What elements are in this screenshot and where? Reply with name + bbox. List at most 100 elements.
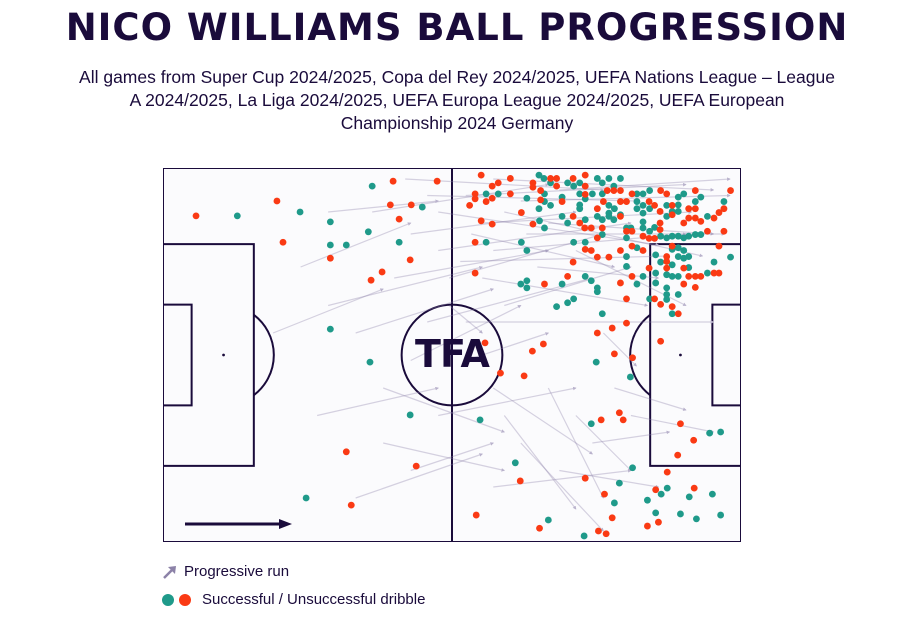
unsuccessful-dribble-dot <box>587 224 595 232</box>
progressive-run-arrow <box>493 462 635 488</box>
attack-direction-arrow <box>185 519 292 529</box>
unsuccessful-dribble-dot <box>668 211 676 219</box>
successful-dribble-dot <box>623 253 630 260</box>
unsuccessful-dribble-dot <box>617 187 624 194</box>
unsuccessful-dribble-dot <box>581 245 589 253</box>
successful-dribble-dot <box>570 238 578 246</box>
successful-dribble-dot <box>646 205 654 213</box>
successful-dribble-dot <box>674 193 682 201</box>
successful-dribble-dot <box>366 358 374 366</box>
unsuccessful-dribble-dot <box>529 220 537 228</box>
unsuccessful-dribble-dot <box>674 451 682 459</box>
unsuccessful-dribble-dot <box>598 224 606 232</box>
successful-dribble-dot <box>674 272 682 280</box>
progressive-run-arrow <box>592 424 674 443</box>
unsuccessful-dribble-dot <box>697 217 705 225</box>
unsuccessful-dribble-dot <box>639 232 647 240</box>
successful-dribble-dot <box>558 280 566 288</box>
successful-dribble-dot <box>570 182 578 190</box>
successful-dribble-dot <box>674 291 682 298</box>
successful-dribble-dot <box>581 272 589 280</box>
unsuccessful-dribble-dot <box>656 208 664 215</box>
unsuccessful-dribble-dot <box>727 187 734 194</box>
progressive-run-arrow <box>411 438 498 471</box>
unsuccessful-dribble-dot <box>406 256 414 264</box>
progressive-run-arrow <box>449 306 486 336</box>
successful-dribble-dot <box>617 175 624 182</box>
successful-dribble-dot <box>663 201 671 209</box>
successful-dribble-dot <box>697 193 705 201</box>
successful-dribble-dot <box>680 190 688 198</box>
successful-dribble-dot <box>663 484 671 492</box>
unsuccessful-dribble-dot <box>471 269 479 277</box>
successful-dribble-dot <box>598 216 606 224</box>
unsuccessful-dribble-dot <box>412 462 420 470</box>
successful-dribble-dot <box>511 459 519 467</box>
unsuccessful-dribble-dot <box>595 527 602 535</box>
successful-dribble-dot <box>652 269 660 277</box>
unsuccessful-dribble-dot <box>657 300 665 308</box>
unsuccessful-dribble-dot <box>691 187 699 194</box>
legend-progressive-run: Progressive run <box>162 563 289 580</box>
successful-dribble-dot <box>605 212 613 220</box>
unsuccessful-dribble-dot <box>488 220 496 228</box>
unsuccessful-dribble-dot <box>652 486 660 494</box>
unsuccessful-dribble-dot <box>645 234 653 242</box>
football-pitch <box>163 168 741 542</box>
successful-dribble-dot <box>704 212 711 220</box>
successful-dribble-dot <box>547 201 554 209</box>
unsuccessful-dribble-dot <box>691 214 699 222</box>
unsuccessful-dribble-dot <box>617 279 624 287</box>
unsuccessful-dribble-dot <box>558 198 566 205</box>
successful-dribble-dot <box>598 231 606 238</box>
unsuccessful-dribble-dot <box>477 171 485 179</box>
unsuccessful-dribble-dot <box>569 175 577 182</box>
unsuccessful-dribble-dot <box>656 226 664 234</box>
successful-dribble-dot <box>646 295 654 303</box>
progressive-run-arrow <box>301 219 415 267</box>
unsuccessful-dribble-dot <box>617 212 624 220</box>
unsuccessful-dribble-dot <box>599 198 607 205</box>
unsuccessful-dribble-dot <box>587 247 595 254</box>
progressive-run-arrow <box>273 285 387 333</box>
unsuccessful-dribble-dot <box>628 272 636 280</box>
unsuccessful-dribble-dot <box>663 258 671 265</box>
unsuccessful-dribble-dot <box>395 215 403 223</box>
unsuccessful-dribble-dot <box>690 484 698 492</box>
unsuccessful-dribble-dot <box>608 324 616 332</box>
successful-dribble-dot <box>674 244 682 252</box>
successful-dribble-dot <box>326 325 334 333</box>
successful-dribble-dot <box>517 280 525 288</box>
successful-dribble-dot <box>233 212 241 220</box>
successful-dribble-dot <box>710 258 718 266</box>
successful-dribble-dot <box>364 228 372 236</box>
unsuccessful-dribble-dot <box>516 477 524 485</box>
successful-dribble-dot <box>395 238 403 246</box>
progressive-run-arrow <box>466 328 553 361</box>
progressive-runs <box>273 170 734 534</box>
progressive-run-arrow <box>438 381 580 416</box>
unsuccessful-dribble-dot <box>471 190 479 198</box>
left-penalty-spot <box>222 353 225 357</box>
successful-dribble-dot <box>593 175 601 182</box>
unsuccessful-dribble-dot <box>576 219 584 227</box>
unsuccessful-dribble-dot <box>342 448 350 456</box>
unsuccessful-dribble-dot <box>651 295 658 303</box>
successful-dribble-dot <box>657 232 665 240</box>
unsuccessful-dribble-dot <box>536 524 543 532</box>
unsuccessful-dribble-dot <box>605 253 613 261</box>
unsuccessful-dribble-dot <box>593 329 601 337</box>
progressive-run-arrow <box>438 215 635 251</box>
progressive-run-arrow <box>471 234 619 274</box>
successful-dribble-dot <box>564 219 572 227</box>
unsuccessful-dribble-dot <box>645 198 653 205</box>
center-circle <box>402 305 503 406</box>
successful-dribble-dot <box>680 247 688 254</box>
unsuccessful-dribble-dot <box>547 175 554 182</box>
successful-dribble-dot <box>523 284 531 292</box>
unsuccessful-dribble-dot <box>497 369 504 377</box>
tfa-logo: TFA <box>415 332 490 376</box>
successful-dribble-dot <box>553 303 561 311</box>
successful-dribble-dot <box>598 190 606 198</box>
unsuccessful-dribble-dot <box>471 238 479 246</box>
